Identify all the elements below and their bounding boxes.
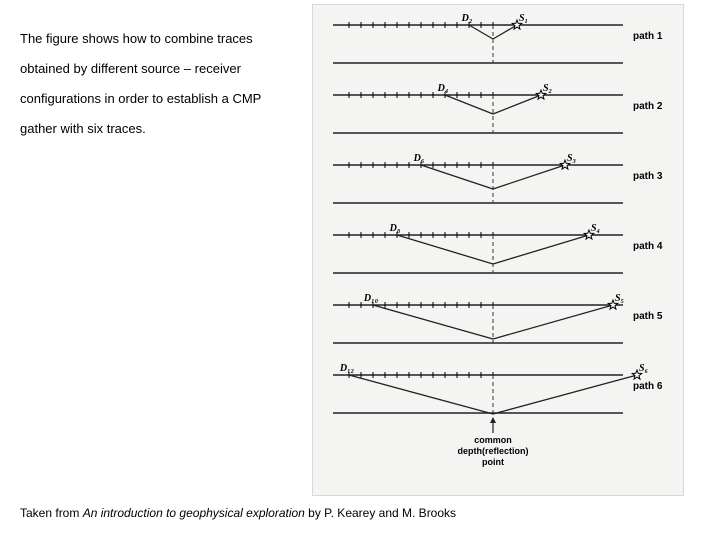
svg-text:S₃: S₃	[567, 153, 576, 164]
citation: Taken from An introduction to geophysica…	[20, 506, 456, 520]
svg-text:path 6: path 6	[633, 381, 663, 392]
svg-text:D₂: D₂	[461, 13, 473, 24]
citation-title: An introduction to geophysical explorati…	[83, 506, 305, 520]
description-text: The figure shows how to combine traces o…	[20, 24, 300, 144]
svg-text:D₆: D₆	[413, 153, 425, 164]
svg-text:common: common	[474, 435, 512, 445]
svg-text:S₆: S₆	[639, 363, 649, 374]
svg-text:S₄: S₄	[591, 223, 600, 234]
svg-text:path 5: path 5	[633, 311, 663, 322]
citation-prefix: Taken from	[20, 506, 83, 520]
svg-text:path 3: path 3	[633, 171, 663, 182]
svg-text:S₅: S₅	[615, 293, 624, 304]
svg-text:D₁₂: D₁₂	[339, 363, 354, 374]
svg-text:depth(reflection): depth(reflection)	[458, 446, 529, 456]
svg-text:S₁: S₁	[519, 13, 528, 24]
svg-text:path 4: path 4	[633, 241, 663, 252]
svg-text:path 1: path 1	[633, 31, 663, 42]
svg-text:path 2: path 2	[633, 101, 663, 112]
svg-text:point: point	[482, 457, 504, 467]
cmp-gather-diagram: D₂ S₁ path 1 D₄ S₂ path 2 D₆ S₃ path 3 D₈ S₄ path 4…	[312, 4, 684, 496]
svg-text:S₂: S₂	[543, 83, 552, 94]
svg-text:D₁₀: D₁₀	[363, 293, 379, 304]
citation-authors: by P. Kearey and M. Brooks	[305, 506, 456, 520]
svg-text:D₈: D₈	[389, 223, 401, 234]
svg-text:D₄: D₄	[437, 83, 449, 94]
